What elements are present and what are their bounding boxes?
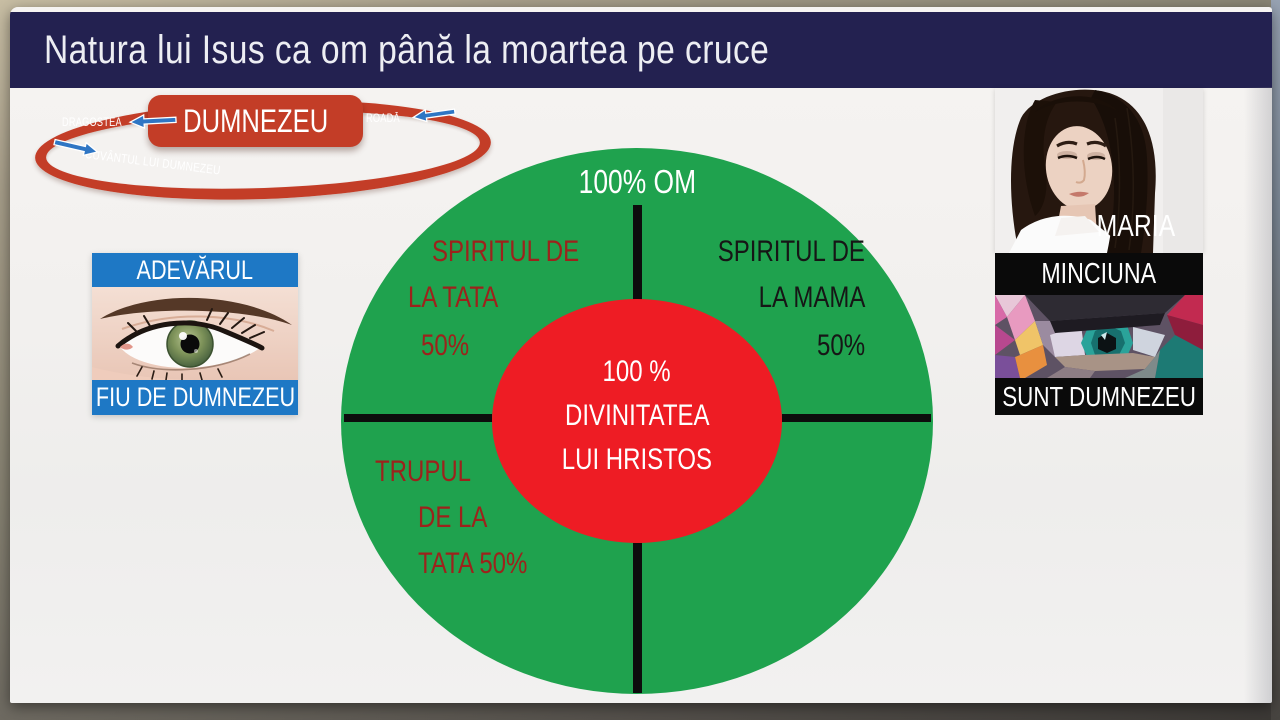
divider-right [782, 414, 931, 422]
eyebrows [1056, 140, 1078, 148]
center-line-2: DIVINITATEA [564, 399, 710, 432]
arrow-right-icon [53, 138, 99, 157]
maria-photo: MARIA [995, 88, 1203, 253]
green-eye-photo [92, 287, 298, 380]
bl-line-1: TRUPUL [375, 455, 472, 488]
colorful-eye-image [995, 295, 1203, 378]
tl-line-1: SPIRITUL DE [432, 235, 580, 268]
tr-line-2: LA MAMA [758, 281, 865, 314]
divider-left [344, 414, 492, 422]
slide-title-bar: Natura lui Isus ca om până la moartea pe… [10, 12, 1272, 88]
lower-lashes [136, 366, 223, 380]
top-label: 100% OM [578, 163, 696, 200]
arrow-left-icon [411, 108, 456, 123]
adevarul-header-bar: ADEVĂRUL [92, 253, 298, 287]
dragostea-label: DRAGOSTEA [62, 117, 122, 129]
center-line-3: LUI HRISTOS [561, 443, 713, 476]
minciuna-bar: MINCIUNA [995, 253, 1203, 295]
divider-top [633, 205, 642, 300]
tr-line-1: SPIRITUL DE [717, 235, 865, 268]
adevarul-label: ADEVĂRUL [136, 254, 254, 285]
eyelashes [127, 308, 265, 339]
tr-line-3: 50% [816, 329, 865, 362]
poly-pupil [1098, 333, 1116, 353]
face [1045, 126, 1113, 210]
fiu-label: FIU DE DUMNEZEU [95, 382, 295, 412]
slide-title: Natura lui Isus ca om până la moartea pe… [44, 28, 770, 72]
divider-bottom [633, 543, 642, 693]
dumnezeu-box: DUMNEZEU [148, 95, 363, 147]
eyebrow [100, 297, 292, 325]
adevarul-card: ADEVĂRUL [92, 253, 298, 415]
hair-left [1023, 100, 1057, 216]
slide-edge-vignette [1244, 87, 1272, 703]
photo-frame-right-edge [1271, 0, 1280, 720]
presentation-slide: Natura lui Isus ca om până la moartea pe… [10, 7, 1272, 703]
tl-line-2: LA TATA [408, 281, 499, 314]
fiu-footer-bar: FIU DE DUMNEZEU [92, 380, 298, 415]
upper-lash-line [115, 320, 265, 351]
center-line-1: 100 % [602, 355, 672, 388]
roada-label: ROADĂ [366, 113, 400, 125]
poly-eyebrow [1025, 295, 1185, 321]
bl-line-2: DE LA [418, 501, 488, 534]
sclera-left [1050, 325, 1085, 357]
bl-line-3: TATA 50% [418, 547, 528, 580]
sclera-right [1133, 327, 1165, 357]
maria-caption: MARIA [1096, 208, 1175, 243]
red-center-circle [492, 299, 782, 543]
lips [1069, 191, 1089, 197]
downcast-eyes [1057, 154, 1078, 160]
sunt-dumnezeu-bar: SUNT DUMNEZEU [995, 378, 1203, 415]
arrow-left-icon [128, 113, 177, 129]
dumnezeu-label: DUMNEZEU [182, 102, 329, 139]
tl-line-3: 50% [421, 329, 470, 362]
